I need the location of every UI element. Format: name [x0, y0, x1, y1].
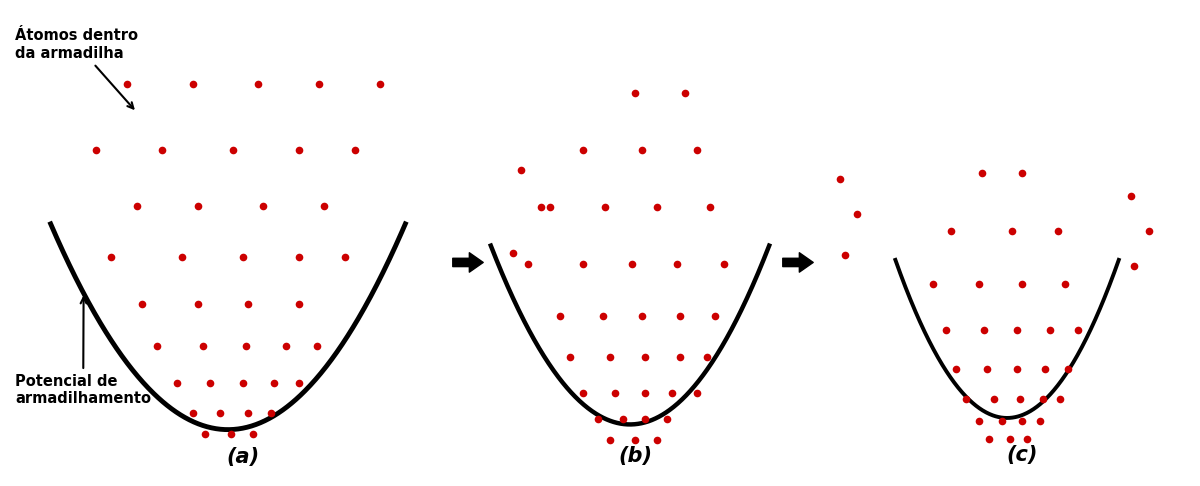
Text: Potencial de
armadilhamento: Potencial de armadilhamento	[16, 297, 151, 406]
Text: (c): (c)	[1007, 445, 1038, 465]
Text: (a): (a)	[227, 447, 259, 467]
Text: Átomos dentro
da armadilha: Átomos dentro da armadilha	[16, 28, 138, 108]
Text: (b): (b)	[618, 446, 652, 466]
